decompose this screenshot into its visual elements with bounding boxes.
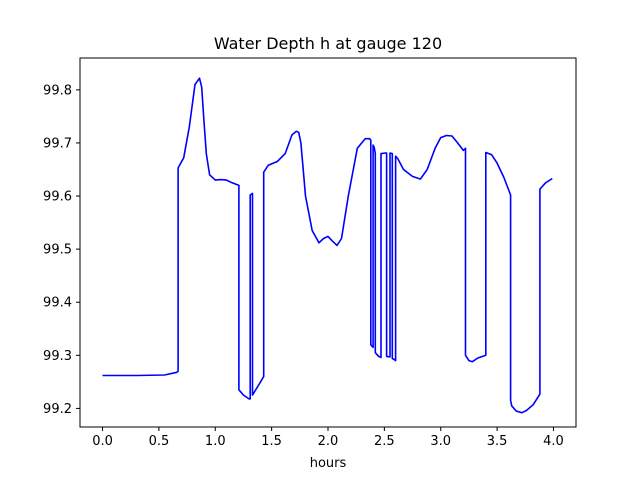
plot-frame (79, 57, 577, 428)
plot-area (102, 77, 553, 414)
x-tick-label: 1.5 (261, 434, 282, 449)
x-tick-label: 3.0 (430, 434, 451, 449)
x-tick-label: 4.0 (543, 434, 564, 449)
series-line-0 (102, 77, 553, 414)
x-tick-label: 1.0 (205, 434, 226, 449)
y-tick-label: 99.3 (43, 349, 72, 364)
y-tick-label: 99.2 (43, 402, 72, 417)
x-tick-label: 0.5 (149, 434, 170, 449)
y-tick-label: 99.6 (43, 190, 72, 205)
x-tick-label: 2.5 (374, 434, 395, 449)
chart-title: Water Depth h at gauge 120 (214, 34, 442, 53)
y-tick-label: 99.4 (43, 296, 72, 311)
x-axis: 0.0 0.5 1.0 1.5 2.0 2.5 3.0 3.5 4.0 (92, 427, 564, 449)
x-axis-label: hours (310, 456, 347, 471)
x-tick-label: 2.0 (318, 434, 339, 449)
x-tick-label: 3.5 (487, 434, 508, 449)
y-tick-label: 99.5 (43, 243, 72, 258)
x-tick-label: 0.0 (92, 434, 113, 449)
y-tick-label: 99.8 (43, 83, 72, 98)
y-axis: 99.2 99.3 99.4 99.5 99.6 99.7 99.8 (43, 83, 80, 417)
y-tick-label: 99.7 (43, 136, 72, 151)
